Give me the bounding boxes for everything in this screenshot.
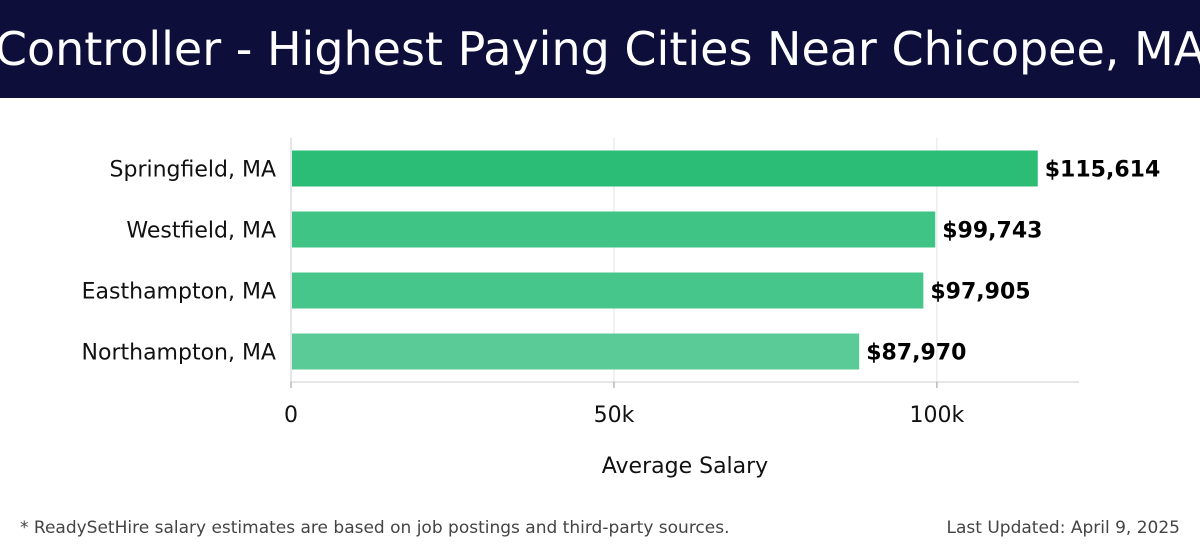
category-label-2: Easthampton, MA [82,280,276,305]
bar-2 [292,272,924,309]
bar-1 [292,211,936,248]
value-label-2: $97,905 [930,280,1030,305]
x-tick-label-1: 50k [594,403,635,428]
footnote: * ReadySetHire salary estimates are base… [20,518,730,538]
x-tick-label-2: 100k [910,403,965,428]
category-label-3: Northampton, MA [82,341,276,366]
last-updated: Last Updated: April 9, 2025 [946,518,1180,538]
x-axis-title: Average Salary [602,454,768,479]
title-bar: Controller - Highest Paying Cities Near … [0,0,1200,98]
bar-layer [292,150,1038,370]
label-layer: Springfield, MA $115,614 Westfield, MA $99,… [82,158,1161,366]
value-label-1: $99,743 [942,219,1042,244]
value-label-3: $87,970 [866,341,966,366]
value-label-0: $115,614 [1045,158,1161,183]
bar-3 [292,333,860,370]
x-tick-label-0: 0 [284,403,298,428]
chart-title: Controller - Highest Paying Cities Near … [0,22,1200,76]
axis-layer: 0 50k 100k [284,138,1079,428]
category-label-0: Springfield, MA [110,158,276,183]
bar-0 [292,150,1038,187]
category-label-1: Westfield, MA [126,219,276,244]
